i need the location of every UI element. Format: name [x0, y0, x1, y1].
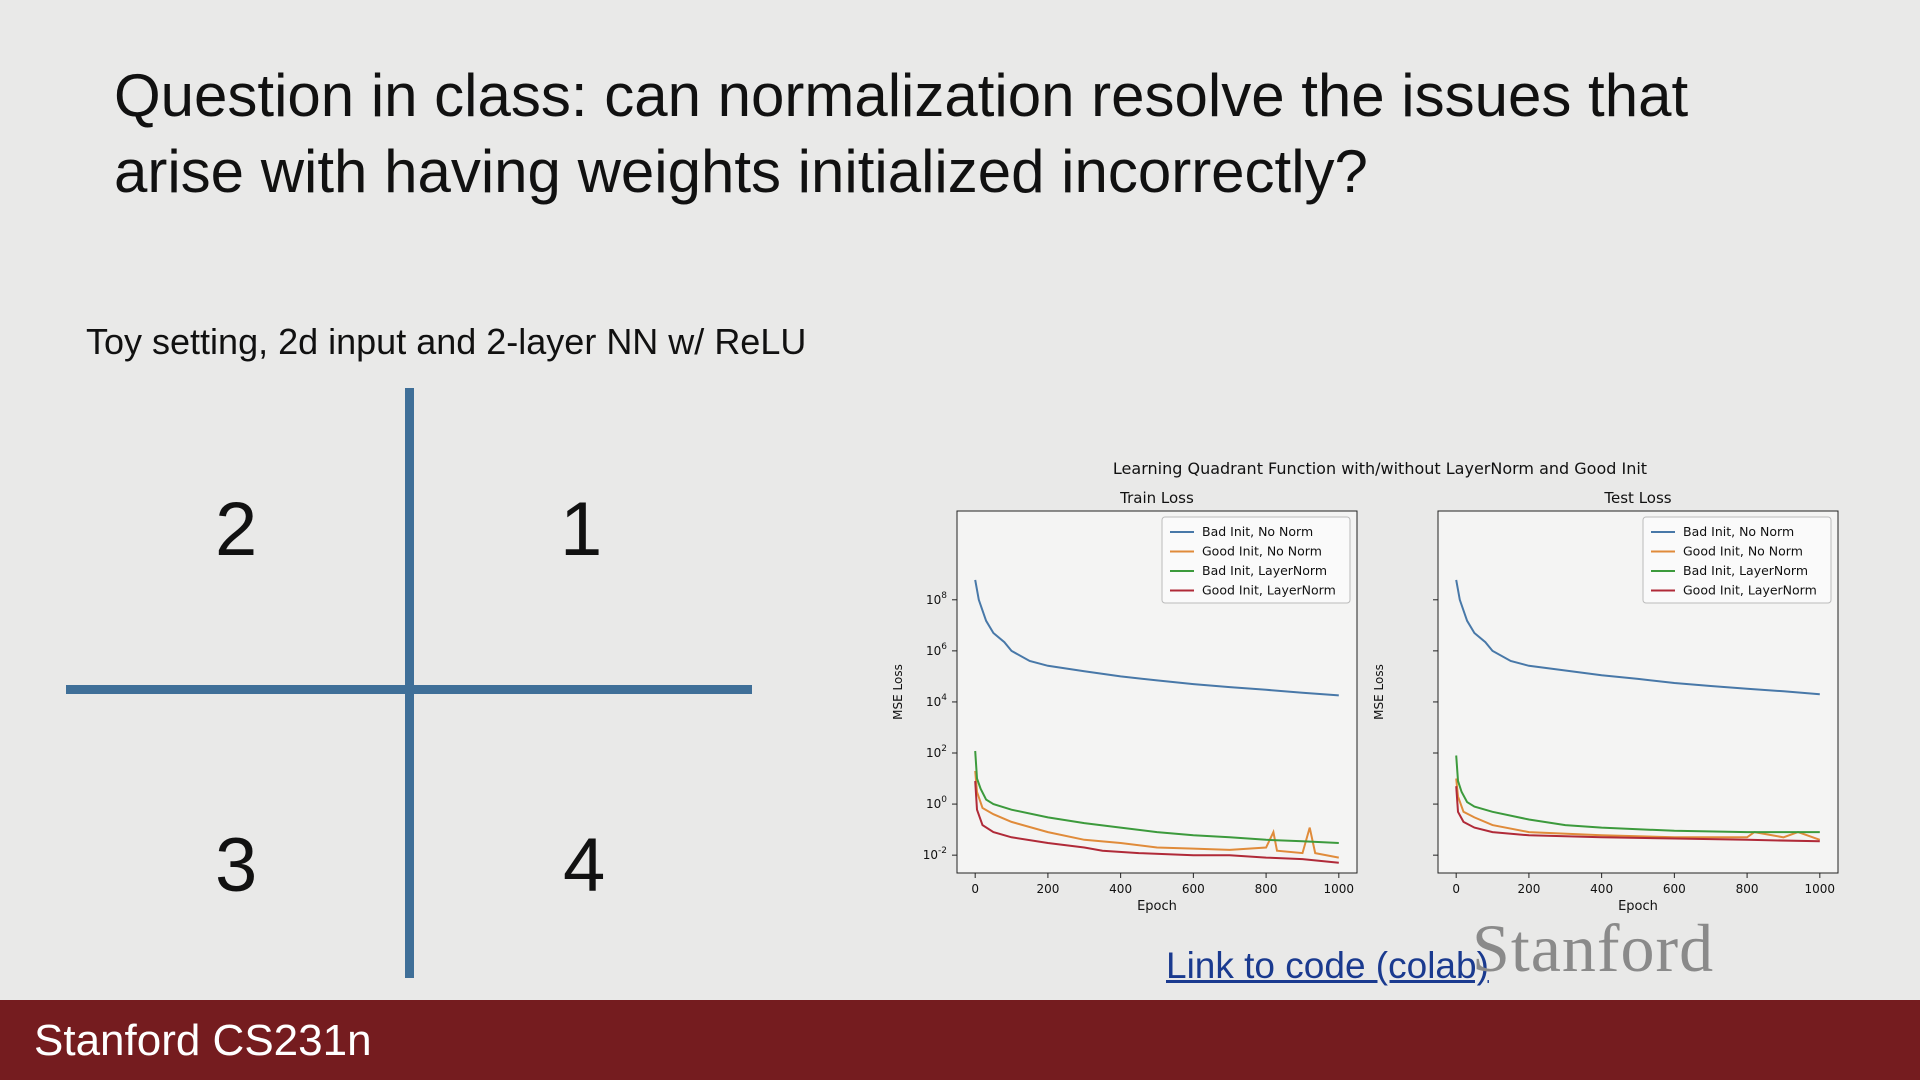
quadrant-1-label: 1 [560, 487, 603, 572]
loss-chart-figure: Learning Quadrant Function with/without … [880, 448, 1870, 928]
series-line [1455, 778, 1821, 841]
y-axis-label: MSE Loss [1372, 664, 1386, 720]
legend-entry: Good Init, LayerNorm [1202, 583, 1336, 598]
x-tick-label: 400 [1109, 882, 1132, 896]
loss-chart: Learning Quadrant Function with/without … [891, 459, 1839, 914]
x-tick-label: 1000 [1324, 882, 1355, 896]
x-tick-label: 600 [1182, 882, 1205, 896]
quadrant-2-label: 2 [215, 487, 258, 572]
subplot-title: Train Loss [1119, 489, 1194, 507]
legend-entry: Good Init, No Norm [1683, 544, 1803, 559]
vertical-axis [405, 388, 414, 978]
y-tick-base: 10 [926, 644, 941, 658]
x-tick-label: 1000 [1805, 882, 1836, 896]
legend-entry: Bad Init, LayerNorm [1683, 563, 1808, 578]
series-line [1455, 755, 1820, 834]
stanford-logo: Stanford [1472, 910, 1715, 986]
y-tick-exponent: 0 [941, 795, 947, 805]
chart-suptitle: Learning Quadrant Function with/without … [1113, 459, 1647, 478]
x-tick-label: 200 [1036, 882, 1059, 896]
y-tick-label: 102 [926, 744, 947, 760]
footer-bar: Stanford CS231n [0, 1000, 1920, 1080]
quadrant-diagram: 2 1 3 4 [60, 380, 780, 1000]
x-tick-label: 200 [1517, 882, 1540, 896]
horizontal-axis [66, 685, 752, 694]
y-tick-exponent: 2 [941, 744, 947, 754]
legend-entry: Good Init, LayerNorm [1683, 583, 1817, 598]
series-line [974, 579, 1339, 697]
subplot-2: Test Loss 0 200 400 600 800 1000 Epoch MSE Loss B… [1372, 489, 1839, 914]
legend-box [1161, 516, 1351, 604]
legend-entry: Bad Init, No Norm [1683, 524, 1794, 539]
quadrant-4-label: 4 [563, 823, 606, 908]
course-label: Stanford CS231n [34, 1016, 372, 1065]
y-tick-exponent: -2 [938, 846, 947, 856]
x-axis-label: Epoch [1618, 899, 1658, 914]
series-line [974, 780, 1339, 864]
x-tick-label: 800 [1255, 882, 1278, 896]
y-tick-base: 10 [926, 593, 941, 607]
x-tick-label: 600 [1663, 882, 1686, 896]
y-tick-base: 10 [923, 848, 938, 862]
legend-entry: Good Init, No Norm [1202, 544, 1322, 559]
y-tick-exponent: 8 [941, 591, 947, 601]
subplot-title: Test Loss [1603, 489, 1671, 507]
setting-description: Toy setting, 2d input and 2-layer NN w/ … [86, 321, 807, 362]
y-tick-exponent: 4 [941, 693, 947, 703]
colab-link[interactable]: Link to code (colab) [1166, 945, 1489, 986]
legend-entry: Bad Init, No Norm [1202, 524, 1313, 539]
x-tick-label: 0 [971, 882, 979, 896]
y-tick-base: 10 [926, 797, 941, 811]
y-tick-base: 10 [926, 695, 941, 709]
series-line [1455, 786, 1820, 843]
legend-entry: Bad Init, LayerNorm [1202, 563, 1327, 578]
series-line [974, 750, 1339, 844]
x-tick-label: 0 [1452, 882, 1460, 896]
y-tick-base: 10 [926, 746, 941, 760]
y-tick-label: 100 [926, 795, 947, 811]
y-tick-label: 10-2 [923, 846, 947, 862]
y-tick-exponent: 6 [941, 642, 947, 652]
y-tick-label: 106 [926, 642, 947, 658]
slide-title: Question in class: can normalization res… [114, 62, 1689, 205]
quadrant-3-label: 3 [215, 823, 258, 908]
series-line [974, 770, 1339, 859]
y-tick-label: 104 [926, 693, 947, 709]
y-axis-label: MSE Loss [891, 664, 905, 720]
x-tick-label: 800 [1736, 882, 1759, 896]
y-tick-label: 108 [926, 591, 947, 607]
x-axis-label: Epoch [1137, 899, 1177, 914]
series-line [1455, 579, 1820, 696]
x-tick-label: 400 [1590, 882, 1613, 896]
legend-box [1642, 516, 1832, 604]
